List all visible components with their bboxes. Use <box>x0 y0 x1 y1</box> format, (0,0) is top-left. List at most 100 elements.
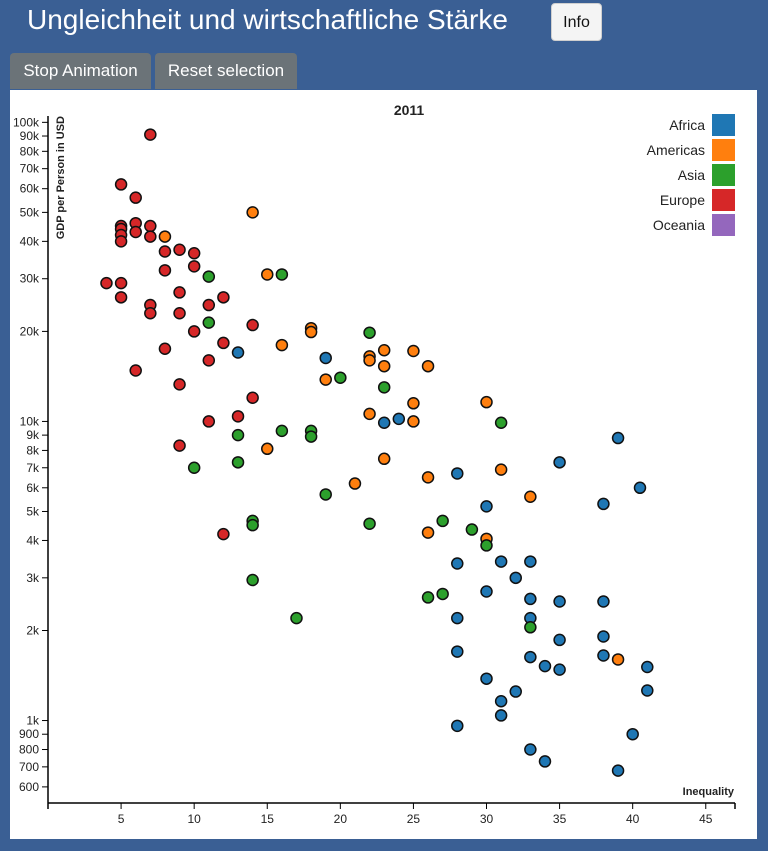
data-point-americas <box>421 359 435 373</box>
data-point-asia <box>202 270 216 283</box>
data-point-europe <box>114 235 128 248</box>
data-point-europe <box>217 527 230 541</box>
data-point-asia <box>304 430 318 443</box>
data-point-americas <box>363 407 376 421</box>
x-tick-label: 35 <box>553 812 567 826</box>
x-tick-label: 45 <box>699 812 713 826</box>
data-point-europe <box>231 410 245 423</box>
y-tick-label: 6k <box>26 481 40 495</box>
data-point-africa <box>509 685 522 698</box>
data-point-africa <box>451 719 464 733</box>
y-tick-label: 50k <box>20 205 40 219</box>
data-point-africa <box>494 709 508 722</box>
data-point-africa <box>231 346 245 359</box>
data-point-europe <box>202 298 216 312</box>
data-point-americas <box>261 268 274 281</box>
data-point-europe <box>173 286 186 299</box>
chart-title: 2011 <box>394 102 425 118</box>
data-point-europe <box>158 245 172 258</box>
data-point-americas <box>304 325 318 339</box>
data-point-africa <box>538 659 552 673</box>
data-point-europe <box>187 247 201 260</box>
data-point-americas <box>363 354 376 367</box>
data-point-africa <box>597 595 610 608</box>
y-tick-label: 3k <box>26 571 40 585</box>
data-point-europe <box>144 230 157 243</box>
y-tick-label: 60k <box>20 182 40 196</box>
data-point-asia <box>494 416 508 429</box>
data-point-asia <box>290 611 303 625</box>
data-point-europe <box>173 306 186 320</box>
data-point-africa <box>524 650 537 664</box>
data-point-europe <box>246 391 259 405</box>
y-tick-label: 8k <box>26 443 40 457</box>
data-point-americas <box>421 471 435 484</box>
data-point-europe <box>187 325 201 338</box>
info-button[interactable]: Info <box>551 3 602 41</box>
data-point-africa <box>553 633 566 647</box>
data-point-asia <box>231 428 245 442</box>
y-tick-label: 10k <box>20 414 40 428</box>
data-point-africa <box>611 431 625 445</box>
data-point-africa <box>524 743 537 756</box>
data-point-africa <box>597 630 610 643</box>
data-point-asia <box>246 573 259 587</box>
data-point-asia <box>231 456 245 469</box>
legend-label-oceania: Oceania <box>653 217 705 233</box>
data-point-africa <box>524 555 537 568</box>
legend-label-africa: Africa <box>669 117 705 133</box>
data-point-africa <box>611 764 625 777</box>
legend-swatch-oceania <box>712 214 735 236</box>
data-point-europe <box>173 439 186 452</box>
legend: Africa Americas Asia Europe Oceania <box>647 114 735 236</box>
data-point-africa <box>480 500 493 513</box>
data-point-americas <box>407 397 420 410</box>
data-point-americas <box>377 359 391 373</box>
data-point-americas <box>421 526 435 539</box>
data-point-africa <box>538 755 552 768</box>
data-point-europe <box>114 178 128 191</box>
y-tick-label: 7k <box>26 461 40 475</box>
y-tick-label: 2k <box>26 623 40 637</box>
data-point-asia <box>377 381 391 394</box>
data-point-europe <box>129 191 142 204</box>
legend-swatch-europe <box>712 189 735 211</box>
data-point-americas <box>246 206 259 219</box>
x-tick-label: 15 <box>261 812 275 826</box>
data-point-americas <box>611 653 625 666</box>
data-point-asia <box>363 517 376 530</box>
data-point-asia <box>421 591 435 604</box>
data-point-africa <box>494 695 508 708</box>
data-point-asia <box>319 488 332 501</box>
data-point-africa <box>553 595 566 608</box>
data-point-americas <box>480 395 493 409</box>
data-point-asia <box>275 424 289 438</box>
data-point-americas <box>261 442 274 456</box>
data-point-europe <box>173 378 186 391</box>
data-point-africa <box>377 416 391 429</box>
data-point-europe <box>187 260 201 273</box>
data-point-africa <box>480 585 493 598</box>
reset-selection-button[interactable]: Reset selection <box>155 53 297 89</box>
y-tick-label: 100k <box>13 115 40 129</box>
data-point-africa <box>451 645 464 658</box>
data-point-americas <box>377 452 391 466</box>
data-point-africa <box>597 649 610 662</box>
data-point-africa <box>553 456 566 469</box>
data-point-europe <box>144 219 157 233</box>
data-point-asia <box>246 518 259 532</box>
y-tick-label: 30k <box>20 272 40 286</box>
data-point-asia <box>480 539 493 552</box>
data-point-asia <box>187 461 201 475</box>
x-tick-label: 5 <box>118 812 125 826</box>
data-point-africa <box>509 571 522 585</box>
stop-animation-button[interactable]: Stop Animation <box>10 53 151 89</box>
data-point-europe <box>144 128 157 141</box>
chart-panel: 2011 5 10 15 20 25 30 35 40 45 600 700 800 900 1k 2k 3k… <box>10 90 757 839</box>
data-point-europe <box>217 336 230 350</box>
y-tick-label: 9k <box>26 428 40 442</box>
data-point-europe <box>129 364 142 377</box>
data-point-africa <box>480 672 493 685</box>
data-point-europe <box>114 291 128 304</box>
